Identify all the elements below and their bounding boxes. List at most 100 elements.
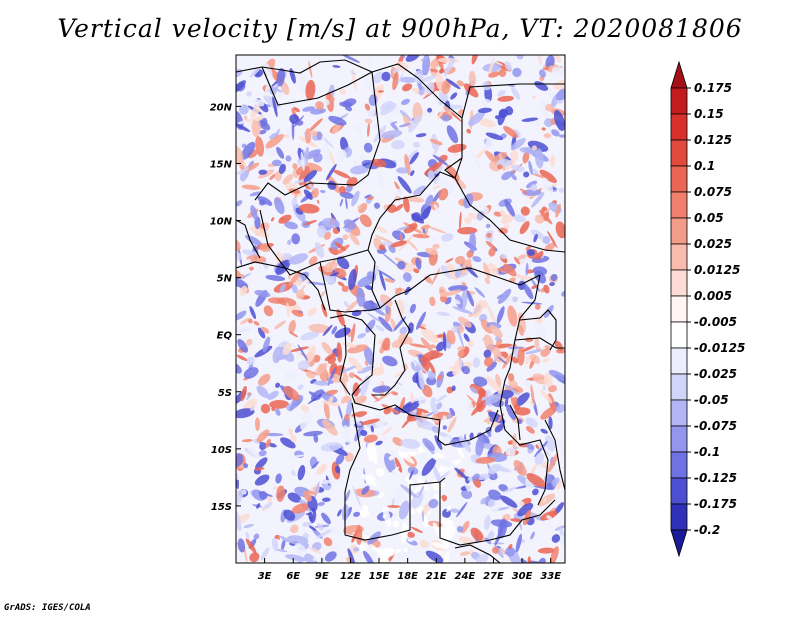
velocity-patch: [300, 410, 312, 431]
velocity-patch: [438, 469, 451, 483]
velocity-patch: [495, 115, 500, 120]
velocity-patch: [551, 66, 565, 77]
velocity-patch: [311, 187, 319, 199]
velocity-patch: [555, 203, 561, 218]
velocity-patch: [260, 403, 271, 414]
velocity-patch: [310, 389, 325, 402]
velocity-patch: [278, 163, 286, 175]
velocity-patch: [441, 233, 454, 242]
velocity-patch: [241, 143, 247, 148]
velocity-patch: [547, 230, 558, 249]
velocity-patch: [421, 457, 437, 476]
velocity-patch: [466, 128, 471, 134]
border-line: [259, 209, 369, 276]
velocity-patch: [323, 537, 333, 547]
velocity-patch: [543, 372, 553, 388]
velocity-patch: [306, 490, 317, 495]
colorbar-label: -0.005: [694, 315, 737, 329]
velocity-patch: [353, 374, 363, 382]
velocity-patch: [383, 408, 391, 415]
velocity-patch: [236, 80, 246, 93]
velocity-patch: [274, 320, 286, 330]
velocity-patch: [418, 452, 428, 461]
velocity-patch: [487, 57, 495, 77]
velocity-patch: [472, 357, 481, 368]
velocity-patch: [504, 199, 516, 217]
velocity-patch: [498, 484, 508, 492]
velocity-patch: [473, 376, 488, 387]
colorbar-swatch: [670, 113, 688, 141]
velocity-patch: [241, 184, 261, 190]
velocity-patch: [466, 290, 475, 307]
velocity-patch: [257, 327, 266, 339]
colorbar-swatch: [670, 191, 688, 219]
velocity-patch: [381, 71, 391, 82]
velocity-patch: [240, 385, 247, 402]
velocity-patch: [389, 466, 400, 475]
velocity-patch: [549, 282, 555, 287]
velocity-patch: [544, 242, 556, 252]
velocity-patch: [317, 501, 326, 507]
velocity-patch: [298, 203, 320, 214]
velocity-patch: [293, 106, 300, 113]
velocity-patch: [399, 326, 408, 335]
velocity-patch: [352, 485, 361, 507]
velocity-patch: [308, 323, 331, 333]
velocity-patch: [508, 544, 513, 550]
velocity-patch: [500, 253, 507, 260]
velocity-patch: [304, 220, 317, 226]
velocity-patch: [486, 57, 504, 66]
velocity-patch: [409, 343, 427, 348]
velocity-patch: [250, 226, 270, 238]
velocity-patch: [461, 488, 473, 500]
velocity-patch: [322, 324, 333, 336]
velocity-patch: [382, 252, 399, 267]
velocity-patch: [472, 256, 482, 263]
velocity-patch: [502, 352, 514, 369]
velocity-patch: [243, 463, 249, 469]
velocity-patch: [236, 167, 250, 175]
velocity-patch: [259, 199, 266, 206]
velocity-patch: [296, 165, 310, 176]
velocity-patch: [523, 171, 530, 178]
velocity-patch: [269, 399, 289, 409]
velocity-patch: [391, 121, 398, 124]
lon-tick-label: 33E: [540, 571, 561, 582]
velocity-patch: [504, 384, 520, 396]
velocity-patch: [507, 373, 515, 382]
velocity-patch: [511, 296, 519, 303]
velocity-patch: [324, 352, 337, 361]
velocity-patch: [526, 473, 546, 488]
colorbar-label: -0.025: [694, 367, 737, 381]
velocity-patch: [480, 98, 491, 105]
velocity-patch: [455, 255, 466, 265]
velocity-patch: [243, 115, 248, 121]
velocity-patch: [471, 151, 481, 170]
velocity-patch: [308, 256, 318, 266]
velocity-patch: [484, 150, 500, 166]
velocity-patch: [434, 435, 443, 450]
velocity-patch: [339, 365, 357, 374]
velocity-patch: [517, 503, 534, 517]
velocity-patch: [291, 233, 301, 245]
velocity-patch: [523, 284, 534, 300]
velocity-patch: [541, 177, 554, 193]
velocity-patch: [534, 452, 545, 465]
velocity-patch: [436, 529, 450, 548]
velocity-patch: [288, 188, 301, 194]
velocity-patch: [399, 123, 411, 128]
velocity-patch: [297, 262, 304, 270]
velocity-patch: [383, 435, 388, 441]
colorbar-label: -0.125: [694, 471, 737, 485]
velocity-patch: [492, 546, 499, 554]
velocity-patch: [326, 378, 334, 384]
velocity-patch: [280, 81, 290, 95]
velocity-patch: [476, 211, 485, 221]
velocity-patch: [429, 68, 439, 73]
velocity-patch: [350, 165, 369, 175]
velocity-patch: [361, 473, 378, 487]
velocity-patch: [420, 327, 440, 343]
velocity-patch: [286, 535, 309, 545]
colorbar-label: 0.175: [694, 81, 732, 95]
velocity-patch: [249, 552, 260, 563]
